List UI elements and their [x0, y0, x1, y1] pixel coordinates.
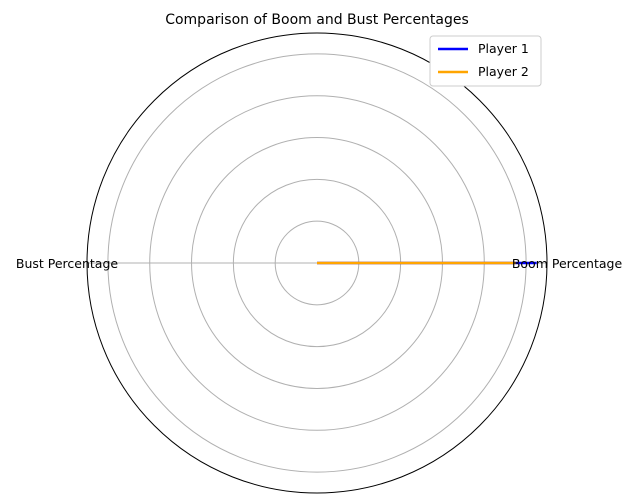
axis-label-bust: Bust Percentage: [16, 256, 119, 271]
axis-label-boom: Boom Percentage: [512, 256, 623, 271]
polar-frame: [86, 32, 548, 494]
legend: Player 1 Player 2: [429, 35, 542, 87]
legend-label-player-1: Player 1: [478, 41, 529, 56]
chart-title: Comparison of Boom and Bust Percentages: [165, 12, 469, 28]
legend-label-player-2: Player 2: [478, 64, 529, 79]
